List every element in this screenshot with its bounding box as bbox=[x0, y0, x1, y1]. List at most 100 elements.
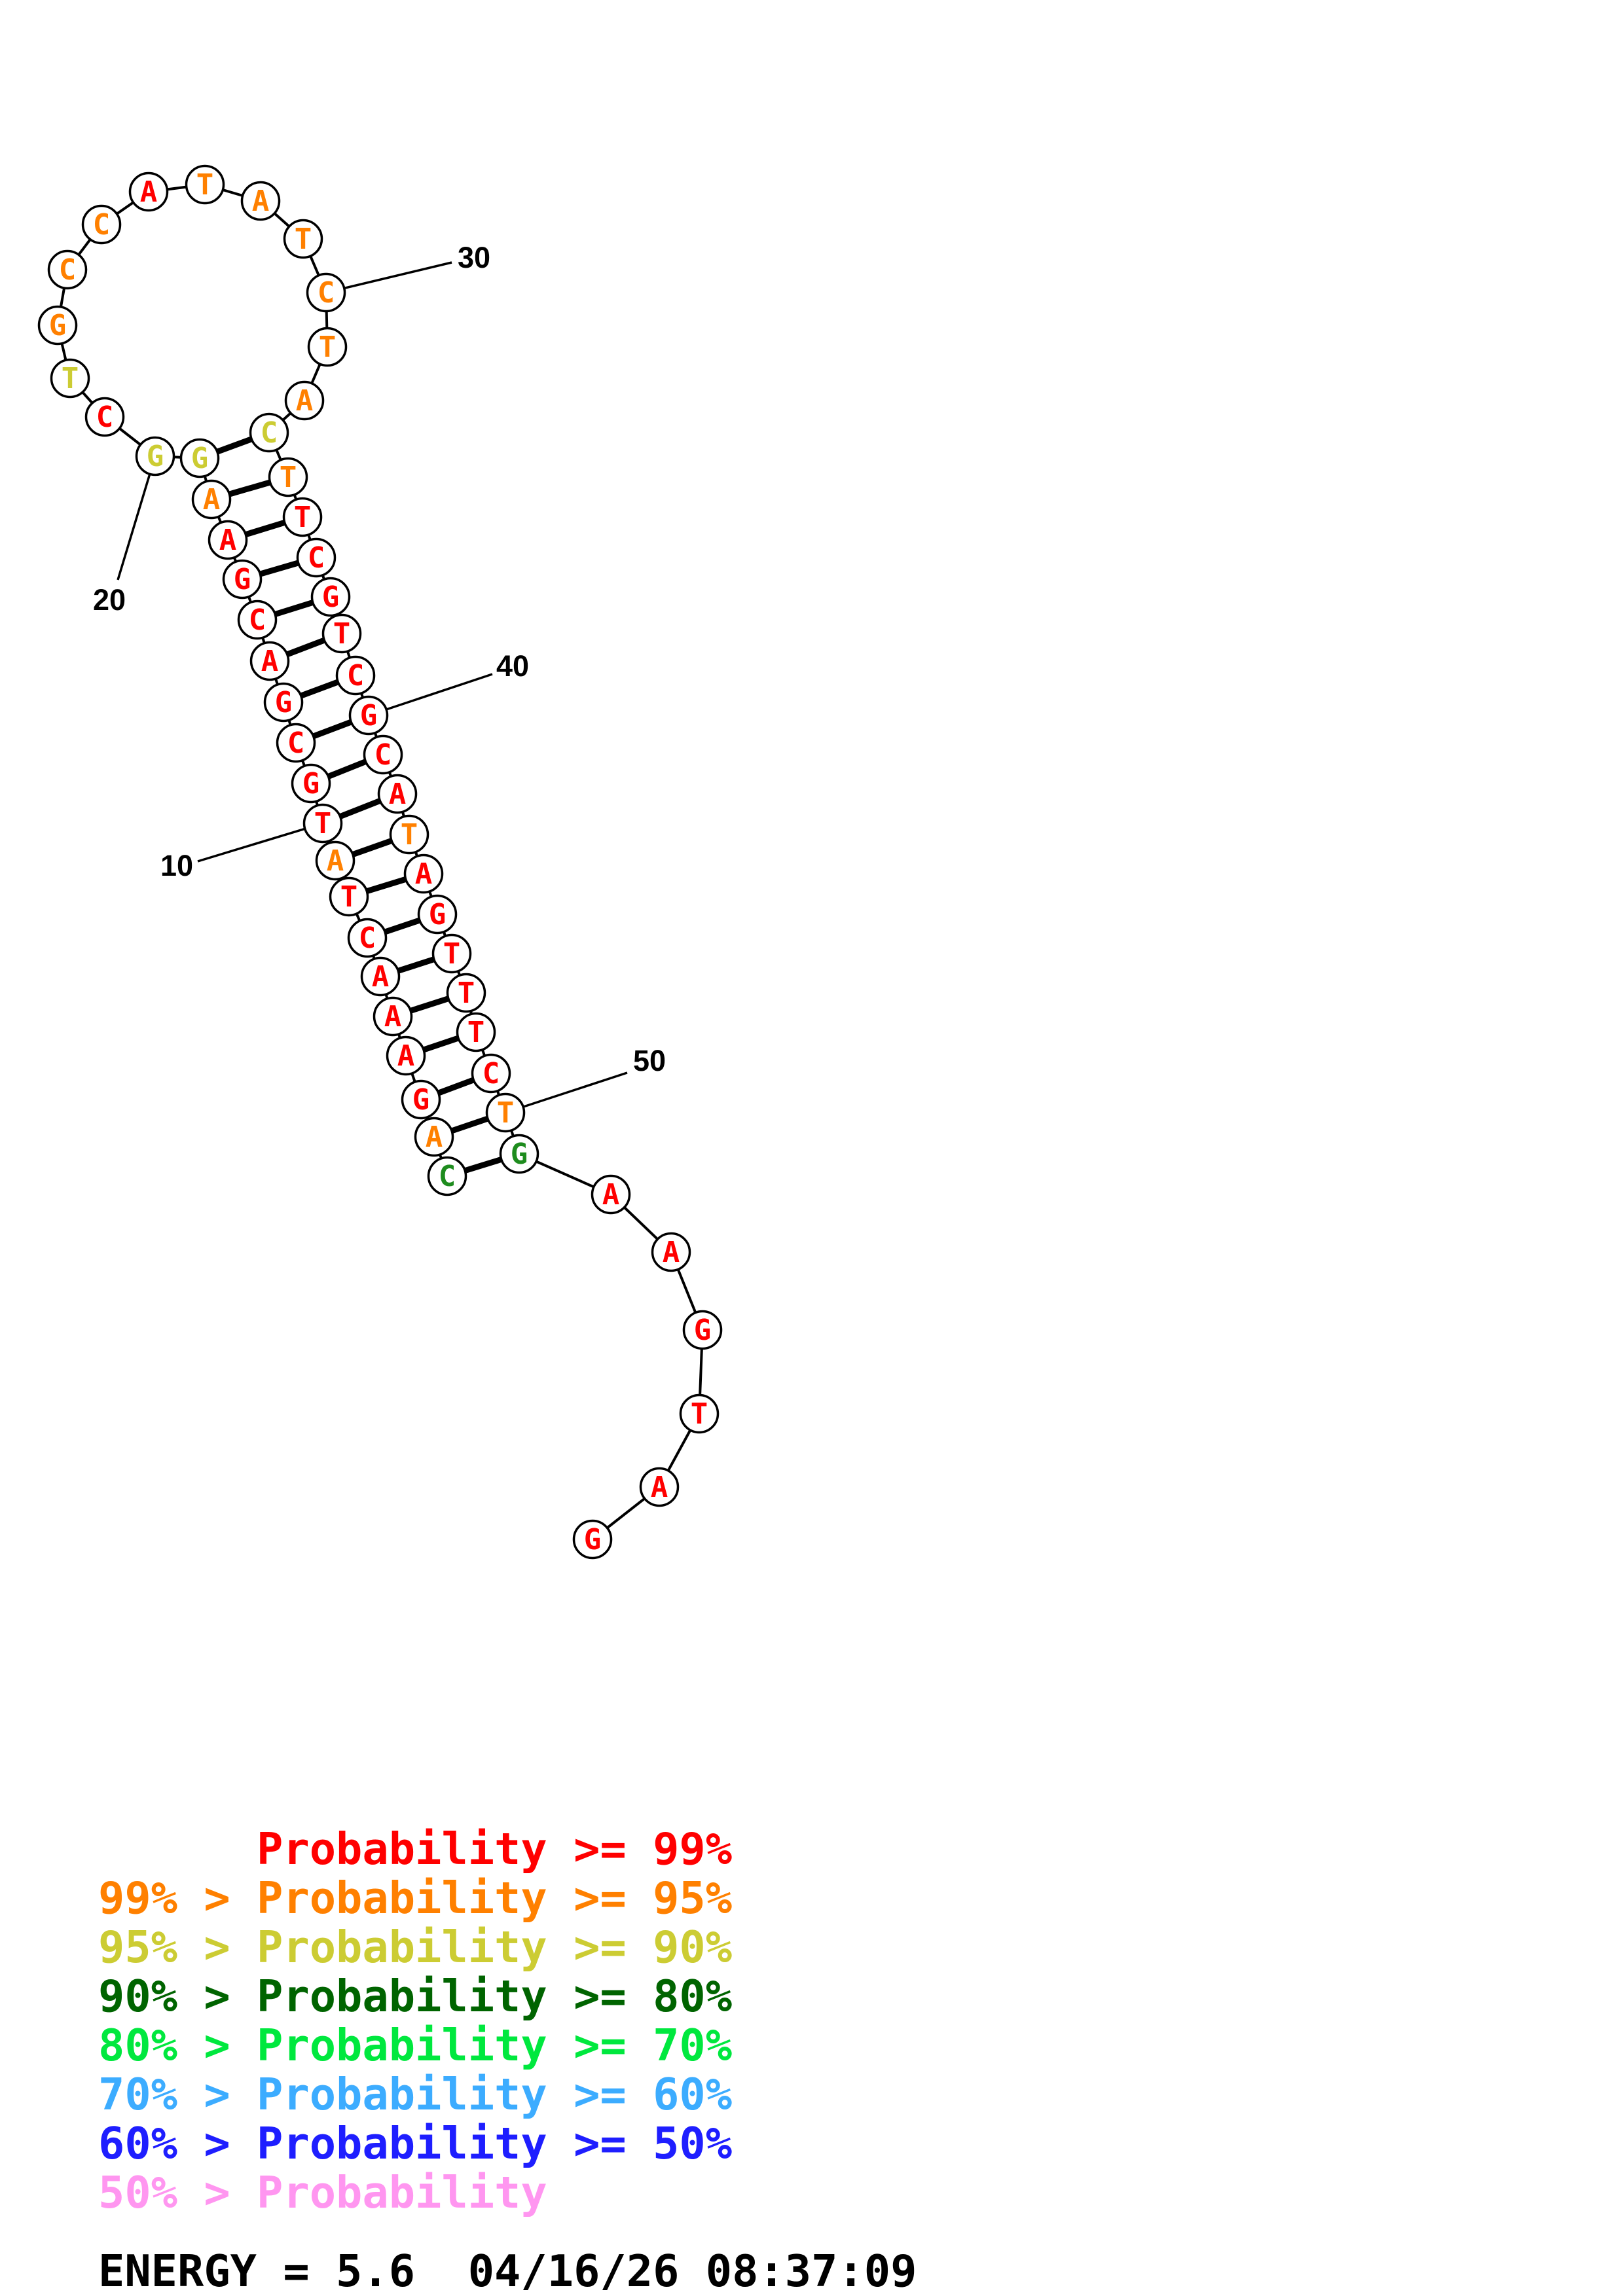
base-letter: C bbox=[261, 416, 278, 450]
base-circle bbox=[401, 1079, 441, 1120]
base-circle bbox=[128, 171, 169, 212]
base-circle bbox=[50, 358, 90, 399]
energy-timestamp-label: ENERGY = 5.6 04/16/26 08:37:09 bbox=[98, 2246, 917, 2296]
base-circle bbox=[446, 973, 486, 1013]
base-circle bbox=[363, 734, 403, 775]
base-letter: A bbox=[663, 1236, 680, 1269]
base-letter: G bbox=[49, 309, 67, 342]
base-28-A: A bbox=[240, 181, 281, 221]
base-32-A: A bbox=[284, 380, 325, 421]
base-circle bbox=[360, 956, 401, 997]
base-21-C: C bbox=[84, 397, 125, 437]
legend-row-6: 60% > Probability >= 50% bbox=[98, 2118, 733, 2169]
base-circle bbox=[296, 537, 337, 578]
base-circle bbox=[249, 412, 289, 453]
base-37-G: G bbox=[310, 577, 351, 617]
base-circle bbox=[185, 164, 225, 205]
base-circle bbox=[572, 1519, 613, 1560]
base-54-G: G bbox=[682, 1310, 723, 1350]
base-letter: C bbox=[439, 1160, 456, 1193]
base-circle bbox=[639, 1467, 680, 1507]
base-letter: G bbox=[275, 686, 293, 719]
base-letter: A bbox=[602, 1178, 620, 1211]
base-letter: T bbox=[497, 1096, 515, 1130]
base-34-T: T bbox=[268, 457, 308, 497]
base-letter: C bbox=[318, 276, 335, 310]
base-circle bbox=[377, 774, 418, 814]
base-letter: T bbox=[443, 937, 461, 971]
position-label-10: 10 bbox=[160, 849, 193, 882]
base-circle bbox=[135, 436, 175, 476]
base-42-A: A bbox=[377, 774, 418, 814]
base-letter: T bbox=[280, 461, 297, 494]
base-letter: G bbox=[147, 440, 164, 473]
base-circle bbox=[329, 876, 369, 917]
base-letter: T bbox=[691, 1397, 708, 1431]
base-circle bbox=[47, 249, 88, 290]
base-53-A: A bbox=[651, 1232, 691, 1272]
base-circle bbox=[485, 1092, 526, 1133]
base-14-A: A bbox=[249, 641, 290, 681]
base-letter: G bbox=[234, 563, 251, 596]
base-circle bbox=[679, 1393, 720, 1434]
base-5-A: A bbox=[373, 996, 413, 1037]
base-20-G: G bbox=[135, 436, 175, 476]
base-letter: G bbox=[302, 767, 320, 800]
base-11-G: G bbox=[291, 763, 331, 804]
base-19-G: G bbox=[179, 438, 220, 478]
base-letter: G bbox=[412, 1083, 430, 1117]
position-label-50: 50 bbox=[633, 1044, 666, 1077]
base-46-T: T bbox=[431, 933, 472, 974]
base-13-G: G bbox=[263, 682, 304, 723]
base-letter: A bbox=[384, 1000, 402, 1033]
base-circle bbox=[427, 1156, 467, 1196]
base-57-G: G bbox=[572, 1519, 613, 1560]
base-circle bbox=[414, 1117, 454, 1157]
base-letter: C bbox=[96, 401, 114, 434]
base-letter: G bbox=[584, 1523, 602, 1556]
base-1-C: C bbox=[427, 1156, 467, 1196]
base-circle bbox=[431, 933, 472, 974]
base-44-A: A bbox=[403, 853, 444, 894]
base-circle bbox=[321, 613, 362, 654]
base-letter: T bbox=[401, 818, 418, 852]
base-letter: T bbox=[319, 331, 337, 364]
base-circle bbox=[315, 840, 356, 881]
base-15-C: C bbox=[237, 600, 278, 640]
base-letter: C bbox=[374, 738, 392, 772]
base-36-C: C bbox=[296, 537, 337, 578]
base-circle bbox=[179, 438, 220, 478]
base-circle bbox=[37, 305, 78, 346]
base-26-A: A bbox=[128, 171, 169, 212]
base-30-C: C bbox=[306, 272, 346, 313]
base-27-T: T bbox=[185, 164, 225, 205]
base-letter: A bbox=[219, 524, 237, 557]
base-56-A: A bbox=[639, 1467, 680, 1507]
base-circle bbox=[263, 682, 304, 723]
base-letter: C bbox=[359, 922, 376, 955]
base-7-C: C bbox=[347, 918, 388, 958]
base-letter: A bbox=[261, 645, 279, 678]
base-circle bbox=[456, 1012, 496, 1052]
label-leader-line-20 bbox=[117, 456, 156, 581]
position-label-30: 30 bbox=[458, 241, 490, 274]
base-circle bbox=[268, 457, 308, 497]
base-letter: C bbox=[347, 659, 365, 692]
base-letter: G bbox=[191, 442, 209, 475]
base-23-G: G bbox=[37, 305, 78, 346]
base-letter: T bbox=[62, 362, 79, 395]
base-circle bbox=[471, 1053, 511, 1094]
base-circle bbox=[373, 996, 413, 1037]
label-leader-line-10 bbox=[197, 822, 323, 863]
base-41-C: C bbox=[363, 734, 403, 775]
base-18-A: A bbox=[191, 479, 232, 520]
label-leader-line-30 bbox=[325, 261, 452, 294]
base-circle bbox=[84, 397, 125, 437]
legend-row-2: 95% > Probability >= 90% bbox=[98, 1922, 733, 1973]
base-letter: T bbox=[196, 168, 214, 202]
base-letter: G bbox=[360, 699, 378, 732]
base-circle bbox=[249, 641, 290, 681]
base-letter: A bbox=[651, 1471, 668, 1504]
base-letter: C bbox=[59, 253, 77, 287]
base-50-T: T bbox=[485, 1092, 526, 1133]
